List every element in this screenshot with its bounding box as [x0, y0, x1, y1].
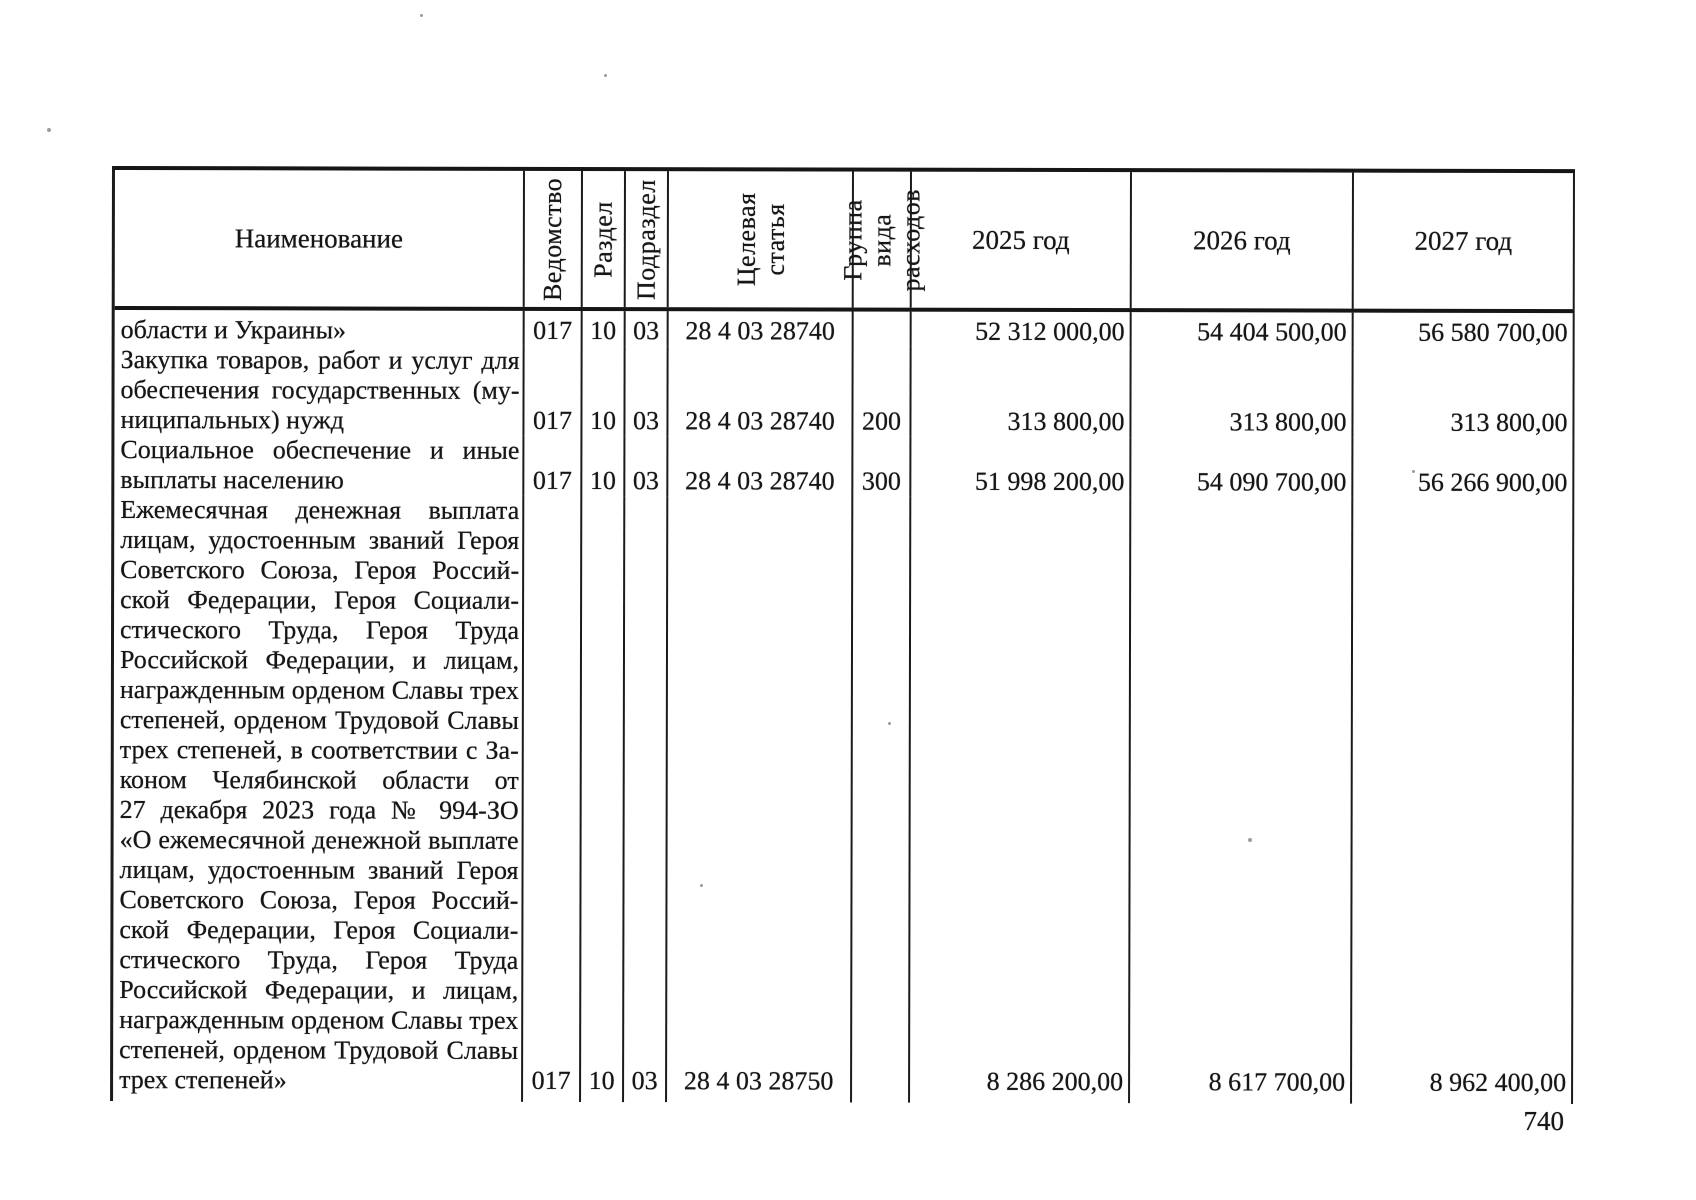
name-line: Социальное обеспечение и иные: [120, 435, 520, 465]
cell-tselevaya: 28 4 03 28750: [667, 496, 854, 1103]
cell-name: Социальное обеспечение и иные выплаты нас…: [114, 435, 525, 496]
scan-artifact: [888, 722, 891, 725]
table-row: Ежемесячная денежная выплата лицам, удост…: [113, 495, 1575, 1105]
cell-vedomstvo: 017: [524, 435, 583, 496]
cell-name: Закупка товаров, работ и услуг для обеспе…: [114, 345, 525, 436]
table-header-row: Наименование Ведомство Раздел Подраздел …: [114, 166, 1575, 314]
scan-artifact: [1248, 838, 1252, 842]
cell-y2025: 8 286 200,00: [910, 496, 1132, 1104]
name-line: Российской Федерации, и лицам,: [119, 975, 519, 1005]
cell-gruppa: 200: [853, 346, 912, 437]
name-line: стического Труда, Героя Труда: [119, 615, 520, 645]
cell-razdel: 10: [582, 435, 626, 497]
header-podrazdel: Подраздел: [625, 171, 669, 308]
cell-podrazdel: 03: [625, 311, 669, 347]
header-tselevaya-statya: Целевая статья: [668, 171, 854, 308]
page-number: 740: [1523, 1106, 1565, 1136]
name-line: награжденным орденом Славы трех: [119, 1005, 519, 1035]
cell-y2026: 54 090 700,00: [1131, 437, 1354, 498]
cell-podrazdel: 03: [625, 346, 669, 437]
table-row: Закупка товаров, работ и услуг для обеспе…: [114, 345, 1575, 439]
header-razdel: Раздел: [582, 170, 626, 308]
table-row: Социальное обеспечение и иные выплаты нас…: [114, 435, 1575, 499]
name-line: Советского Союза, Героя Россий-: [120, 555, 520, 585]
cell-gruppa: [853, 311, 912, 347]
name-line: обеспечения государственных (му-: [120, 375, 520, 405]
header-tselevaya-statya-label: Целевая статья: [731, 192, 790, 287]
header-gruppa-vida-raskhodov: Группа вида расходов: [838, 171, 925, 308]
name-line: степеней, орденом Трудовой Славы: [119, 705, 519, 735]
header-vedomstvo: Ведомство: [524, 170, 583, 307]
cell-tselevaya: 28 4 03 28740: [668, 311, 854, 347]
header-year-2027: 2027 год: [1353, 172, 1575, 310]
cell-y2026: 313 800,00: [1131, 347, 1354, 438]
name-line: трех степеней»: [119, 1065, 287, 1095]
header-year-2027-label: 2027 год: [1414, 225, 1513, 256]
cell-y2027: 8 962 400,00: [1352, 497, 1575, 1105]
header-year-2026: 2026 год: [1131, 172, 1354, 309]
cell-gruppa: 300: [853, 436, 912, 497]
scan-artifact: [604, 74, 607, 77]
cell-y2025: 51 998 200,00: [911, 436, 1132, 498]
cell-vedomstvo: 017: [524, 310, 583, 346]
cell-y2026: 8 617 700,00: [1130, 497, 1354, 1104]
cell-vedomstvo: 017: [524, 345, 583, 436]
header-razdel-label: Раздел: [588, 200, 618, 278]
cell-gruppa: [852, 496, 912, 1103]
header-podrazdel-label: Подраздел: [631, 178, 661, 300]
scan-artifact: [420, 14, 423, 17]
header-vedomstvo-label: Ведомство: [538, 177, 568, 301]
cell-name: Ежемесячная денежная выплата лицам, удост…: [113, 495, 525, 1102]
cell-tselevaya: 28 4 03 28740: [668, 346, 854, 437]
header-year-2025-label: 2025 год: [972, 224, 1070, 256]
name-line: лицам, удостоенным званий Героя: [119, 855, 519, 885]
name-line: Российской Федерации, и лицам,: [119, 645, 519, 675]
scan-artifact: [700, 884, 703, 887]
name-line: Закупка товаров, работ и услуг для: [120, 345, 520, 375]
name-line: ской Федерации, Героя Социали-: [119, 915, 519, 945]
cell-y2026: 54 404 500,00: [1131, 312, 1354, 348]
header-year-2025: 2025 год: [911, 171, 1132, 309]
budget-table: Наименование Ведомство Раздел Подраздел …: [110, 166, 1575, 1105]
cell-name: области и Украины»: [114, 310, 525, 346]
name-line: 27 декабря 2023 года № 994-ЗО: [119, 795, 519, 825]
cell-razdel: 10: [581, 495, 626, 1103]
cell-podrazdel: 03: [624, 496, 669, 1103]
cell-y2027: 313 800,00: [1353, 347, 1575, 439]
table-body: области и Украины» 017 10 03 28 4 03 28740 52…: [113, 310, 1575, 1105]
cell-y2025: 313 800,00: [911, 346, 1132, 438]
name-line: лицам, удостоенным званий Героя: [120, 525, 520, 555]
cell-y2025: 52 312 000,00: [911, 311, 1132, 348]
cell-razdel: 10: [582, 310, 626, 347]
cell-vedomstvo: 017: [523, 495, 583, 1102]
name-line: стического Труда, Героя Труда: [119, 945, 519, 975]
header-year-2026-label: 2026 год: [1193, 225, 1291, 256]
name-line: области и Украины»: [120, 315, 347, 345]
name-line: ниципальных) нужд: [120, 405, 344, 435]
name-line: «О ежемесячной денежной выплате: [119, 825, 519, 855]
name-line: выплаты населению: [120, 465, 344, 495]
name-line: Ежемесячная денежная выплата: [120, 495, 520, 525]
scan-artifact: [1412, 470, 1415, 473]
cell-podrazdel: 03: [625, 436, 669, 497]
scan-artifact: [47, 128, 51, 132]
cell-razdel: 10: [582, 345, 626, 437]
header-name-label: Наименование: [234, 223, 403, 254]
name-line: ской Федерации, Героя Социали-: [120, 585, 520, 615]
name-line: трех степеней, в соответствии с За-: [119, 735, 519, 765]
cell-y2027: 56 580 700,00: [1353, 312, 1575, 349]
name-line: награжденным орденом Славы трех: [119, 675, 519, 705]
cell-y2027: 56 266 900,00: [1353, 437, 1575, 499]
name-line: степеней, орденом Трудовой Славы: [119, 1035, 519, 1065]
cell-tselevaya: 28 4 03 28740: [668, 436, 854, 497]
table-row: области и Украины» 017 10 03 28 4 03 28740 52…: [114, 310, 1575, 349]
header-name: Наименование: [114, 170, 525, 307]
name-line: Советского Союза, Героя Россий-: [119, 885, 519, 915]
name-line: коном Челябинской области от: [119, 765, 519, 795]
